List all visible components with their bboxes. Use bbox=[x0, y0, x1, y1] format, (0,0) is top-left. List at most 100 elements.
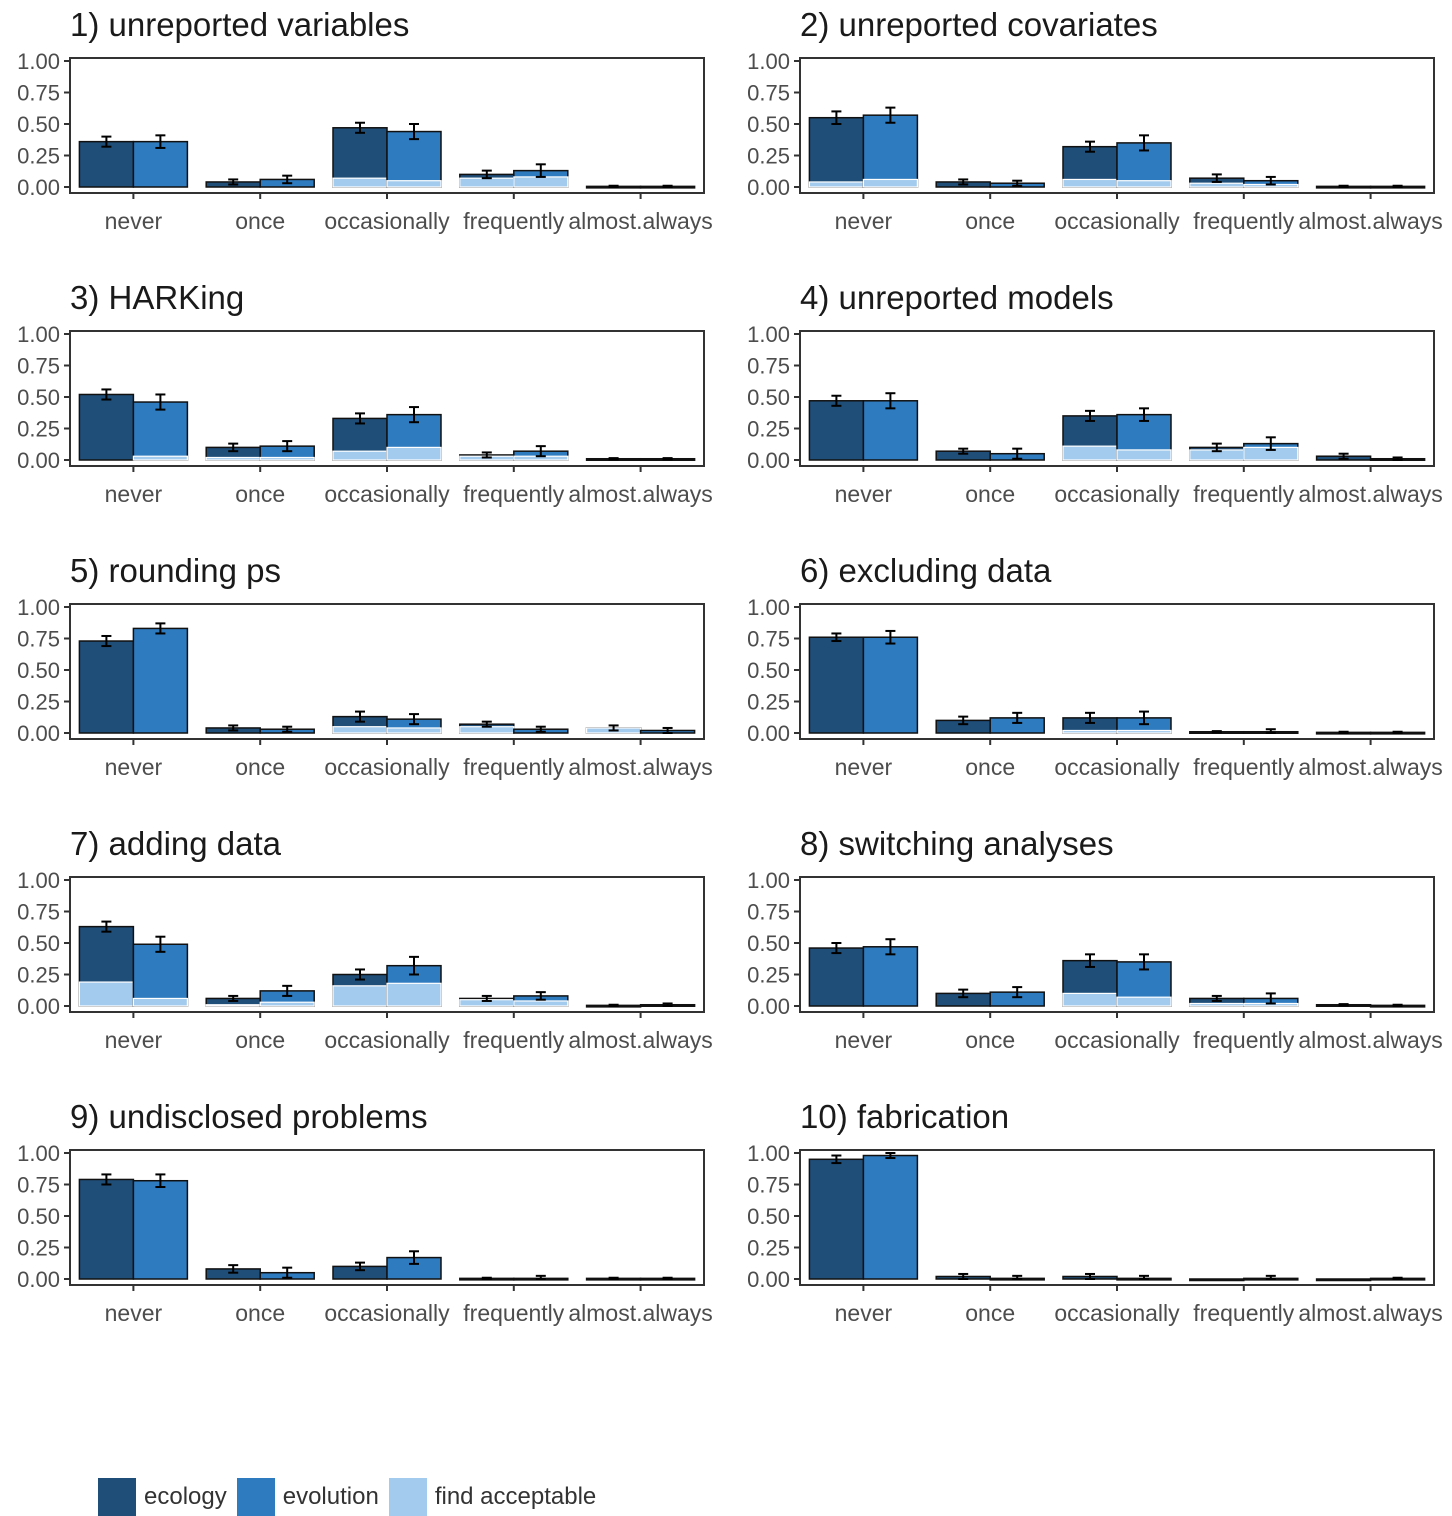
panel-5-ytick-label: 1.00 bbox=[17, 595, 60, 620]
panel-9-xtick-label: frequently bbox=[463, 1300, 565, 1326]
panel-6-ytick-label: 0.00 bbox=[747, 721, 790, 746]
panel-4-xtick-label: never bbox=[835, 481, 893, 507]
panel-9-xtick-label: never bbox=[105, 1300, 163, 1326]
panel-2-ytick-label: 0.25 bbox=[747, 144, 790, 169]
panel-7-xtick-label: once bbox=[235, 1027, 285, 1053]
panel-7-xtick-label: frequently bbox=[463, 1027, 565, 1053]
panel-5-ytick-label: 0.50 bbox=[17, 658, 60, 683]
panel-2-title: 2) unreported covariates bbox=[800, 6, 1158, 43]
panel-6-xtick-label: once bbox=[965, 754, 1015, 780]
panel-10-xtick-label: almost.always bbox=[1298, 1300, 1442, 1326]
panel-3-bar-ecology-never bbox=[78, 393, 135, 461]
panel-10-ytick-label: 1.00 bbox=[747, 1141, 790, 1166]
panel-4-xtick-label: frequently bbox=[1193, 481, 1295, 507]
panel-1-ytick-label: 0.50 bbox=[17, 112, 60, 137]
legend-swatch-ecology bbox=[98, 1478, 136, 1516]
panel-9-ytick-label: 0.75 bbox=[17, 1173, 60, 1198]
panel-1-bar-evolution-occasionally bbox=[386, 130, 442, 188]
panel-5-ytick-label: 0.75 bbox=[17, 627, 60, 652]
panel-10-ytick-label: 0.25 bbox=[747, 1236, 790, 1261]
panel-4-ytick-label: 0.50 bbox=[747, 385, 790, 410]
legend-item-ecology: ecology bbox=[98, 1478, 227, 1516]
panel-1-ytick-label: 1.00 bbox=[17, 49, 60, 74]
legend-swatch-find-acceptable bbox=[388, 1478, 427, 1516]
panel-1-bar-ecology-never bbox=[78, 140, 135, 188]
panel-4-xtick-label: occasionally bbox=[1054, 481, 1180, 507]
panel-2-acceptable-evolution-occasionally bbox=[1116, 180, 1172, 188]
panel-5-xtick-label: frequently bbox=[463, 754, 565, 780]
legend-label-ecology: ecology bbox=[144, 1483, 227, 1510]
panel-5-xtick-label: almost.always bbox=[568, 754, 712, 780]
panel-2-xtick-label: once bbox=[965, 208, 1015, 234]
panel-7-xtick-label: never bbox=[105, 1027, 163, 1053]
panel-7-ytick-label: 0.50 bbox=[17, 931, 60, 956]
panel-4-acceptable-ecology-occasionally bbox=[1062, 445, 1118, 461]
panel-3-xtick-label: occasionally bbox=[324, 481, 450, 507]
panel-4-bar-evolution-never bbox=[862, 400, 919, 461]
panel-5-ytick-label: 0.00 bbox=[17, 721, 60, 746]
panel-3-ytick-label: 0.50 bbox=[17, 385, 60, 410]
legend: ecology evolution find acceptable bbox=[98, 1478, 606, 1516]
panel-3-ytick-label: 0.25 bbox=[17, 417, 60, 442]
panel-9-title: 9) undisclosed problems bbox=[70, 1098, 428, 1135]
panel-5-xtick-label: occasionally bbox=[324, 754, 450, 780]
panel-1-ytick-label: 0.75 bbox=[17, 81, 60, 106]
panel-1-acceptable-evolution-occasionally bbox=[386, 180, 442, 188]
panel-6-ytick-label: 0.75 bbox=[747, 627, 790, 652]
panel-4-ytick-label: 1.00 bbox=[747, 322, 790, 347]
panel-2-acceptable-ecology-occasionally bbox=[1062, 178, 1118, 188]
panel-2-acceptable-ecology-frequently bbox=[1189, 182, 1245, 188]
panel-3-xtick-label: once bbox=[235, 481, 285, 507]
panel-8-ytick-label: 0.25 bbox=[747, 963, 790, 988]
panel-5-bar-evolution-never bbox=[132, 627, 189, 734]
panel-2-ytick-label: 0.75 bbox=[747, 81, 790, 106]
panel-6-ytick-label: 1.00 bbox=[747, 595, 790, 620]
panel-8-xtick-label: frequently bbox=[1193, 1027, 1295, 1053]
panel-1-xtick-label: frequently bbox=[463, 208, 565, 234]
panel-8-ytick-label: 0.75 bbox=[747, 900, 790, 925]
legend-label-find-acceptable: find acceptable bbox=[434, 1483, 597, 1510]
panel-7-acceptable-ecology-once bbox=[205, 1004, 261, 1007]
panel-1-xtick-label: never bbox=[105, 208, 163, 234]
panel-2-acceptable-evolution-never bbox=[862, 178, 919, 188]
panel-1-acceptable-ecology-occasionally bbox=[332, 177, 388, 188]
panel-2-xtick-label: occasionally bbox=[1054, 208, 1180, 234]
panel-3-bar-evolution-never bbox=[132, 401, 189, 461]
legend-item-evolution: evolution bbox=[236, 1478, 379, 1516]
panel-10-xtick-label: once bbox=[965, 1300, 1015, 1326]
panel-8-title: 8) switching analyses bbox=[800, 825, 1114, 862]
panel-8-bar-evolution-never bbox=[862, 946, 919, 1007]
panel-7-ytick-label: 0.25 bbox=[17, 963, 60, 988]
panel-10-title: 10) fabrication bbox=[800, 1098, 1009, 1135]
panel-6-acceptable-evolution-occasionally bbox=[1116, 729, 1172, 734]
panel-9-bar-evolution-never bbox=[132, 1179, 189, 1280]
panel-3-acceptable-evolution-never bbox=[132, 455, 188, 461]
panel-4-xtick-label: once bbox=[965, 481, 1015, 507]
panel-7-ytick-label: 0.00 bbox=[17, 994, 60, 1019]
panel-3-acceptable-evolution-once bbox=[259, 456, 315, 461]
panel-6-xtick-label: frequently bbox=[1193, 754, 1295, 780]
panel-3-acceptable-ecology-occasionally bbox=[332, 450, 388, 461]
panel-5-bar-ecology-never bbox=[78, 640, 135, 734]
panel-8-acceptable-evolution-occasionally bbox=[1116, 996, 1172, 1007]
panel-4-ytick-label: 0.75 bbox=[747, 354, 790, 379]
panel-3-xtick-label: never bbox=[105, 481, 163, 507]
panel-3-ytick-label: 0.75 bbox=[17, 354, 60, 379]
panel-8-xtick-label: almost.always bbox=[1298, 1027, 1442, 1053]
panel-2-bar-ecology-never bbox=[808, 116, 865, 188]
panel-7-acceptable-evolution-occasionally bbox=[386, 982, 442, 1007]
panel-6-xtick-label: never bbox=[835, 754, 893, 780]
panel-6-bar-evolution-never bbox=[862, 636, 919, 734]
panel-6-ytick-label: 0.25 bbox=[747, 690, 790, 715]
panel-9-ytick-label: 1.00 bbox=[17, 1141, 60, 1166]
panel-10-ytick-label: 0.50 bbox=[747, 1204, 790, 1229]
panel-9-xtick-label: occasionally bbox=[324, 1300, 450, 1326]
panel-1-ytick-label: 0.00 bbox=[17, 175, 60, 200]
panel-4-bar-ecology-never bbox=[808, 400, 865, 461]
panel-8-ytick-label: 1.00 bbox=[747, 868, 790, 893]
panel-10-xtick-label: occasionally bbox=[1054, 1300, 1180, 1326]
panel-7-title: 7) adding data bbox=[70, 825, 282, 862]
panel-10-ytick-label: 0.75 bbox=[747, 1173, 790, 1198]
panel-10-bar-ecology-never bbox=[808, 1158, 865, 1280]
panel-1-bar-evolution-never bbox=[132, 140, 189, 188]
